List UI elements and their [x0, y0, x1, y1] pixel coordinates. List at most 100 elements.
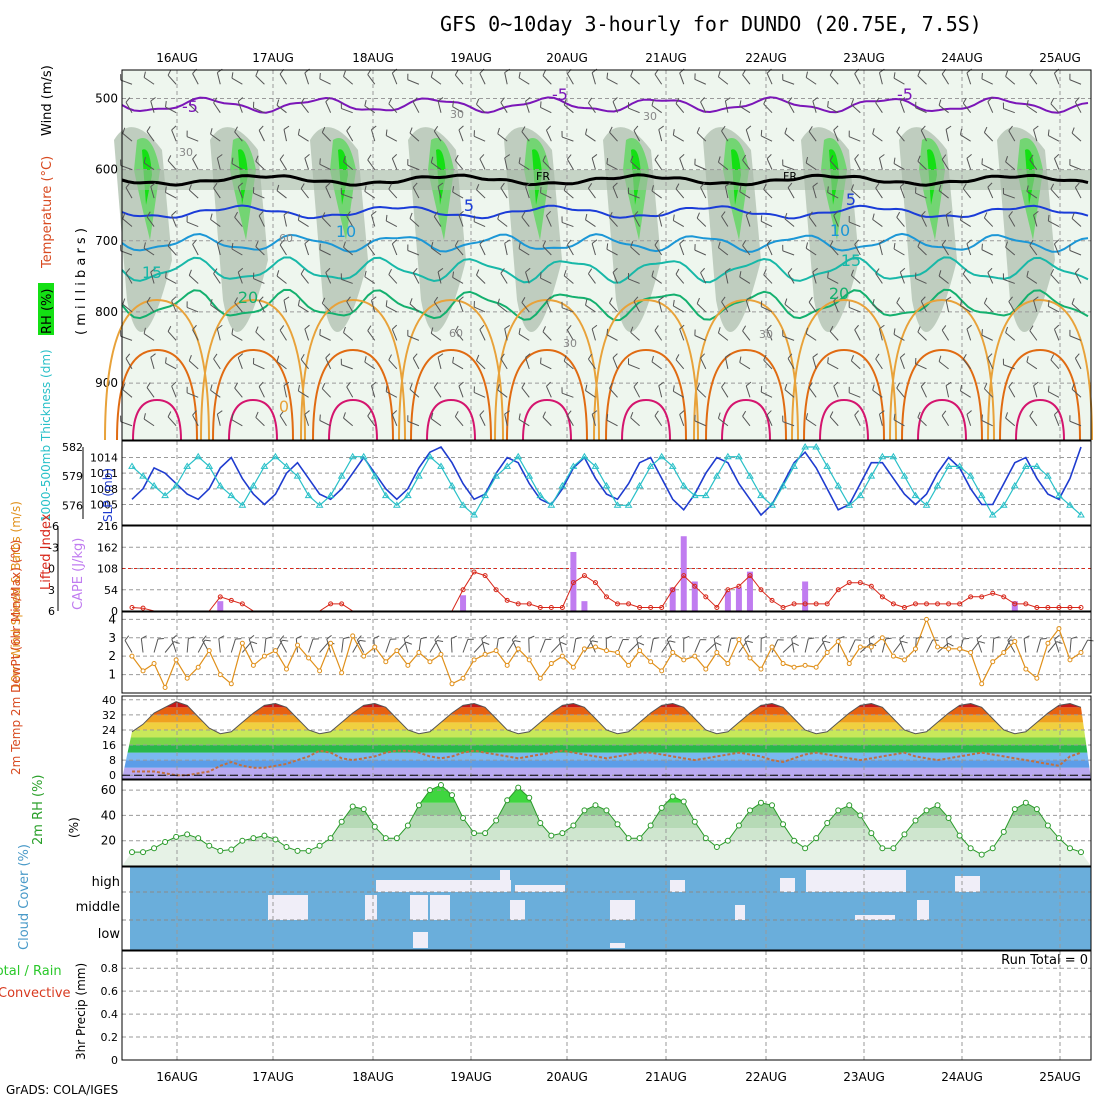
upper-wind-barb [1071, 132, 1082, 142]
cape-label: CAPE (J/kg) [71, 538, 86, 610]
wind10m-barb-flag [403, 635, 410, 640]
upper-wind-barb-flag [805, 242, 809, 249]
wind10m-barb [589, 639, 596, 653]
upper-wind-barb [938, 361, 949, 370]
temp-ytick-24: 24 [102, 724, 116, 737]
upper-wind-barb-flag [458, 125, 464, 131]
rh2m-point [581, 807, 588, 814]
thickness-point [1066, 501, 1074, 508]
wind10m-barb [481, 638, 486, 653]
upper-wind-barb [1005, 76, 1016, 85]
thickness-point [889, 452, 898, 460]
thickness-point [966, 472, 975, 479]
upper-wind-barb [518, 77, 530, 85]
upper-wind-barb-flag [812, 353, 818, 358]
thickness-point [955, 462, 964, 469]
upper-wind-barb [279, 73, 287, 85]
wind10m-point [813, 664, 819, 670]
upper-wind-barb-flag [213, 268, 218, 274]
upper-wind-barb-flag [962, 183, 967, 189]
wind10m-point [383, 659, 389, 665]
upper-wind-barb-flag [900, 353, 906, 358]
rh-ytick-60: 60 [101, 783, 116, 797]
wind10m-point [703, 666, 709, 672]
lifted-index-point [515, 601, 521, 607]
upper-wind-barb-flag [458, 210, 464, 216]
rh2m-point [879, 845, 886, 852]
upper-wind-barb-flag [585, 384, 588, 391]
upper-wind-barb-flag [454, 325, 459, 332]
rh2m-point [636, 835, 643, 842]
thickness-point [867, 472, 876, 479]
upper-wind-barb [343, 161, 354, 170]
upper-wind-barb-flag [300, 353, 305, 360]
wind10m-barb [124, 640, 133, 653]
thickness-point [724, 452, 732, 460]
upper-wind-barb [721, 386, 729, 398]
upper-wind-barb [210, 304, 221, 313]
upper-wind-barb [1029, 244, 1038, 256]
upper-wind-barb [812, 357, 817, 369]
upper-wind-barb [1029, 330, 1038, 341]
upper-wind-barb-flag [452, 356, 455, 363]
upper-wind-barb [525, 186, 530, 199]
upper-wind-barb-flag [521, 297, 526, 303]
upper-wind-barb-flag [391, 154, 398, 159]
upper-wind-barb [899, 186, 905, 199]
cape-ytick-216: 216 [97, 520, 118, 533]
upper-wind-barb [343, 417, 354, 427]
wind10m-barb-flag [653, 637, 660, 640]
upper-wind-barb-flag [171, 210, 177, 216]
wind10m-barb-flag [606, 635, 612, 639]
upper-wind-barb [253, 363, 265, 370]
wind10m-point [901, 657, 907, 663]
upper-wind-barb [525, 101, 530, 113]
wind10m-barb-flag [483, 641, 490, 645]
upper-wind-barb [591, 72, 596, 85]
thickness-point [249, 481, 258, 489]
upper-wind-barb [283, 129, 287, 142]
upper-wind-barb [479, 73, 486, 85]
upper-wind-barb [545, 129, 552, 142]
upper-wind-barb [391, 243, 398, 256]
wind10m-point [747, 655, 753, 661]
wind10m-barb-flag [357, 635, 362, 641]
upper-wind-barb-flag [742, 325, 747, 332]
upper-wind-barb-flag [146, 382, 151, 388]
temp-arch-0-2 [132, 398, 182, 441]
rh-band-1 [122, 828, 1091, 841]
upper-wind-barb-flag [679, 154, 685, 159]
thickness-point [944, 462, 953, 469]
upper-wind-barb [430, 162, 442, 171]
upper-wind-barb [761, 135, 773, 142]
upper-wind-barb-flag [237, 97, 244, 102]
upper-wind-barb-flag [739, 271, 742, 278]
rh2m-label: 2m RH (%) [31, 774, 46, 845]
upper-wind-barb [1005, 417, 1016, 427]
upper-wind-barb [364, 361, 376, 370]
upper-wind-barb [298, 219, 309, 227]
upper-wind-barb-flag [276, 99, 280, 106]
thickness-point [712, 472, 721, 479]
lifted-index-point [946, 601, 952, 607]
upper-wind-barb [763, 274, 773, 284]
wind10m-barb-flag [885, 637, 892, 640]
upper-wind-barb [829, 416, 839, 427]
upper-wind-barb-flag [542, 411, 546, 418]
temp-contour-minus5 [121, 96, 1089, 114]
upper-wind-barb [458, 385, 464, 398]
upper-wind-barb [120, 165, 133, 171]
slp-ytick-1008: 1008 [90, 483, 118, 496]
upper-wind-barb-flag [297, 214, 300, 221]
upper-wind-barb [1071, 303, 1082, 313]
rh2m-point [647, 822, 654, 829]
thickness-point [1032, 462, 1041, 469]
upper-wind-barb [696, 217, 707, 227]
upper-wind-barb-flag [1047, 129, 1050, 136]
wind10m-barb [1047, 641, 1058, 653]
upper-wind-barb [679, 328, 685, 341]
thickness-point [194, 452, 203, 460]
upper-wind-barb [962, 102, 972, 114]
upper-wind-barb [300, 359, 309, 370]
upper-wind-barb [213, 358, 221, 370]
